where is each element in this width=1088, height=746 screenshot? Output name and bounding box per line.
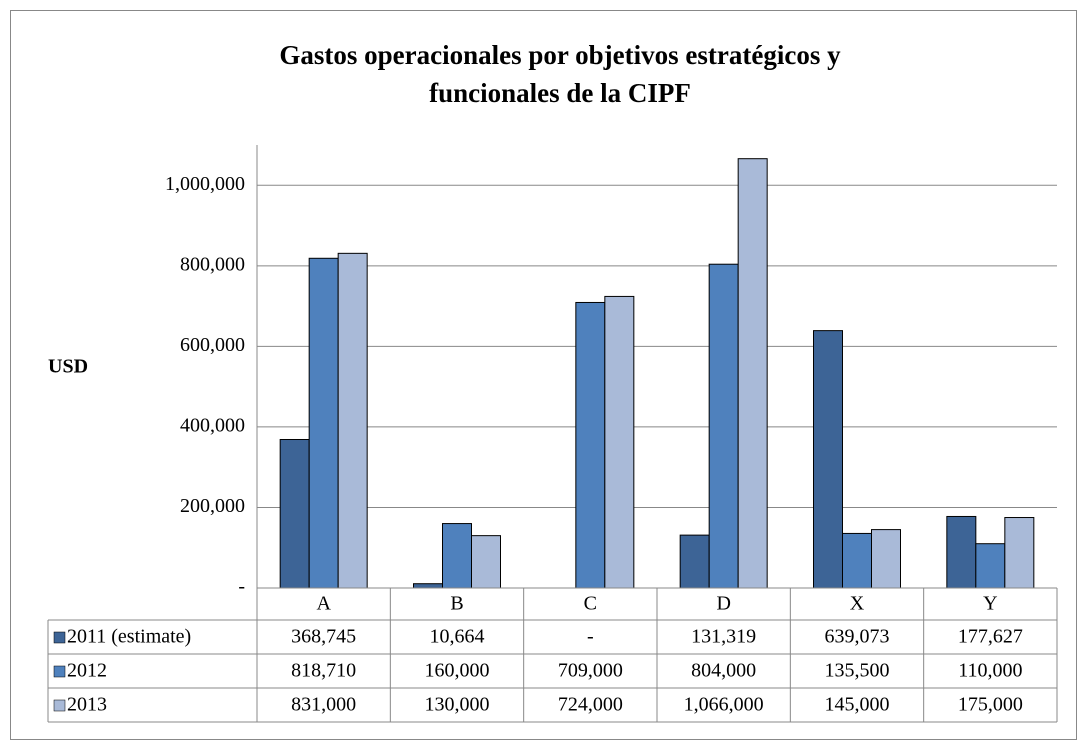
y-tick-label: 200,000 — [180, 495, 245, 517]
bar — [1004, 517, 1035, 589]
x-tick-label: C — [584, 593, 597, 615]
table-value: 131,319 — [691, 626, 756, 648]
table-value: 831,000 — [291, 694, 356, 716]
legend-swatch — [53, 699, 66, 712]
bar — [413, 583, 443, 589]
legend-swatch — [53, 665, 66, 678]
bar — [708, 263, 739, 589]
table-value: 1,066,000 — [684, 694, 764, 716]
bar — [337, 252, 368, 589]
y-tick-label: - — [238, 576, 245, 598]
table-value: 135,500 — [825, 660, 890, 682]
table-value: 177,627 — [958, 626, 1023, 648]
legend-label: 2012 — [67, 660, 107, 682]
y-tick-label: 800,000 — [180, 253, 245, 275]
bar — [813, 330, 843, 589]
table-value: 110,000 — [958, 660, 1022, 682]
table-value: 639,073 — [825, 626, 890, 648]
table-value: - — [587, 626, 594, 648]
chart-title: funcionales de la CIPF — [429, 78, 691, 108]
bar — [737, 158, 768, 589]
chart-border — [10, 10, 1077, 740]
legend-label: 2011 (estimate) — [67, 626, 191, 648]
bar — [575, 301, 606, 589]
table-value: 145,000 — [825, 694, 890, 716]
table-value: 175,000 — [958, 694, 1023, 716]
y-tick-label: 400,000 — [180, 415, 245, 437]
bar — [279, 438, 310, 589]
bar — [975, 543, 1006, 589]
table-value: 368,745 — [291, 626, 356, 648]
bar — [308, 257, 339, 589]
table-value: 130,000 — [425, 694, 490, 716]
bar — [442, 523, 472, 589]
x-tick-label: B — [450, 593, 463, 615]
bar — [679, 534, 710, 589]
y-tick-label: 600,000 — [180, 334, 245, 356]
table-value: 160,000 — [425, 660, 490, 682]
bar — [471, 535, 501, 589]
table-value: 818,710 — [291, 660, 356, 682]
y-tick-label: 1,000,000 — [165, 173, 245, 195]
y-axis-label: USD — [48, 356, 88, 378]
table-value: 10,664 — [430, 626, 485, 648]
x-tick-label: A — [316, 593, 331, 615]
bar — [842, 532, 872, 589]
x-tick-label: X — [850, 593, 865, 615]
legend-label: 2013 — [67, 694, 107, 716]
bar — [946, 515, 977, 589]
x-tick-label: Y — [983, 593, 997, 615]
table-value: 724,000 — [558, 694, 623, 716]
table-value: 804,000 — [691, 660, 756, 682]
legend-swatch — [53, 631, 66, 644]
bar — [604, 295, 635, 589]
table-value: 709,000 — [558, 660, 623, 682]
bar — [871, 529, 901, 589]
x-tick-label: D — [716, 593, 730, 615]
chart-title: Gastos operacionales por objetivos estra… — [279, 40, 841, 70]
